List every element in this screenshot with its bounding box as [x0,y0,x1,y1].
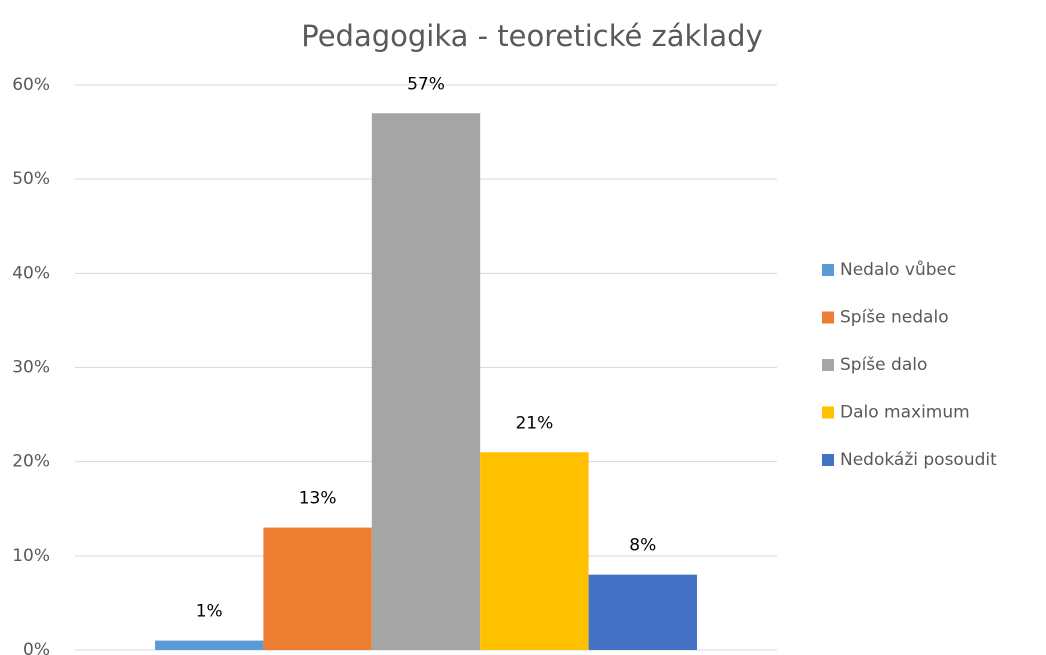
y-tick-label: 10% [12,546,50,566]
value-label: 57% [407,74,445,94]
y-tick-label: 40% [12,263,50,283]
y-tick-label: 0% [23,640,50,655]
legend-swatch [822,454,834,466]
value-label: 21% [515,413,553,433]
legend-swatch [822,406,834,419]
legend-swatch [822,264,834,276]
bar [371,113,481,650]
legend-label: Spíše dalo [840,355,927,375]
legend-swatch [822,311,834,324]
value-label: 8% [629,536,656,556]
bar [588,574,697,650]
legend-swatch [822,359,834,371]
chart-title: Pedagogika - teoretické základy [301,19,763,53]
value-label: 13% [299,489,337,509]
legend-label: Nedokáži posoudit [840,450,997,470]
y-tick-label: 60% [12,75,50,95]
bar [155,640,264,650]
value-label: 1% [196,602,223,622]
y-tick-label: 20% [12,452,50,472]
legend-label: Nedalo vůbec [840,260,956,280]
legend-label: Dalo maximum [840,403,970,423]
bar [480,452,589,650]
legend-label: Spíše nedalo [840,308,949,328]
y-tick-label: 30% [12,358,50,378]
bar [263,527,372,650]
y-tick-label: 50% [12,169,50,189]
